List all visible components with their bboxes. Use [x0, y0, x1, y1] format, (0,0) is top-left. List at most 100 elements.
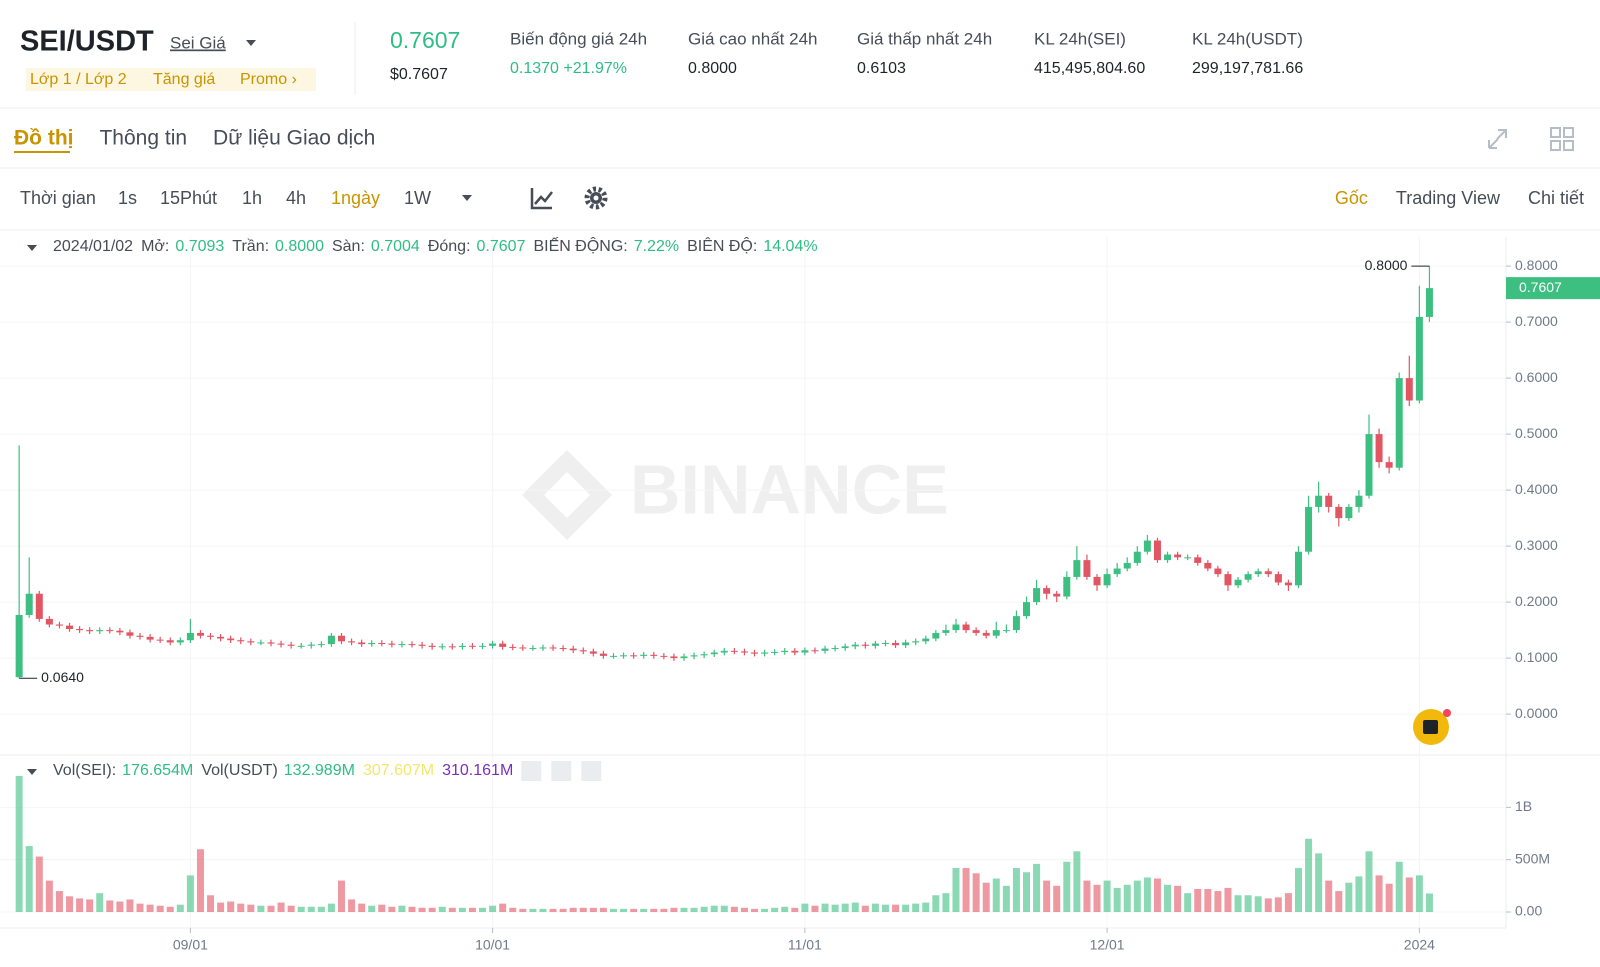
volume-bar	[1234, 895, 1242, 912]
interval[interactable]: 1s	[118, 188, 137, 208]
x-tick-label: 2024	[1404, 937, 1435, 953]
tag[interactable]: Tăng giá	[153, 71, 215, 88]
volume-bar	[811, 905, 819, 912]
panel-icons[interactable]	[1488, 127, 1574, 151]
candle-body	[791, 650, 799, 653]
candle-body	[388, 643, 396, 645]
candle-body	[15, 615, 23, 678]
candle-body	[398, 644, 406, 646]
volume-bar	[831, 904, 839, 912]
candle-body	[962, 624, 970, 631]
candle-body	[640, 654, 648, 656]
volume-bar	[740, 907, 748, 912]
volume-bar	[186, 875, 194, 912]
volume-bar	[277, 902, 285, 912]
volume-bar	[559, 908, 567, 912]
legend-toggle[interactable]	[27, 769, 37, 775]
volume-bar	[337, 880, 345, 912]
candle-body	[166, 640, 174, 643]
legend-value: 0.7093	[175, 238, 224, 255]
volume-bar	[761, 908, 769, 912]
tag[interactable]: Lớp 1 / Lớp 2	[30, 71, 127, 88]
candle-body	[1224, 574, 1232, 586]
candle-body	[751, 652, 759, 654]
volume-bar	[1385, 883, 1393, 912]
candle-body	[307, 644, 315, 646]
legend-value: 0.8000	[275, 238, 324, 255]
vol-gear-button[interactable]	[551, 761, 572, 781]
vol-ma-value: 307.607M	[363, 762, 434, 779]
view-option[interactable]: Trading View	[1396, 188, 1501, 208]
volume-bar	[1375, 875, 1383, 912]
candle-body	[96, 630, 104, 632]
candle-body	[801, 650, 809, 653]
vol-ma-value: 310.161M	[442, 762, 513, 779]
volume-bar	[237, 903, 245, 912]
volume-bar	[801, 903, 809, 912]
candle-body	[1325, 495, 1333, 507]
interval[interactable]: 1ngày	[331, 188, 380, 208]
candle-body	[1355, 495, 1363, 507]
candle-body	[1254, 571, 1262, 575]
indicator-icon[interactable]	[530, 188, 553, 210]
tab[interactable]: Dữ liệu Giao dịch	[213, 127, 375, 150]
stat-value: 299,197,781.66	[1192, 60, 1303, 77]
volume-bar	[1345, 882, 1353, 912]
interval[interactable]: 1W	[404, 188, 431, 208]
chat-button[interactable]	[1413, 709, 1451, 745]
legend-label: Mở:	[141, 238, 169, 255]
volume-bar	[307, 906, 315, 912]
candle-body	[609, 655, 617, 657]
volume-bar	[952, 868, 960, 912]
candle-body	[740, 651, 748, 653]
legend-date: 2024/01/02	[53, 238, 133, 255]
more-intervals[interactable]	[462, 195, 472, 201]
volume-bar	[25, 846, 33, 912]
interval[interactable]: 4h	[286, 188, 306, 208]
y-tick-label: 0.1000	[1515, 649, 1558, 665]
candle-body	[1415, 316, 1423, 401]
last-price: 0.7607	[390, 27, 460, 53]
coin-link[interactable]: Sei Giá	[170, 33, 226, 52]
candle-body	[871, 643, 879, 646]
view-option[interactable]: Chi tiết	[1528, 188, 1584, 208]
volume-bar	[247, 904, 255, 912]
legend-toggle[interactable]	[27, 245, 37, 251]
volume-bar	[55, 891, 63, 912]
vol-close-button[interactable]	[581, 761, 602, 781]
candle-body	[952, 624, 960, 631]
interval[interactable]: 1h	[242, 188, 262, 208]
candle-body	[66, 625, 74, 629]
legend-value: 0.7004	[371, 238, 420, 255]
candle-body	[76, 629, 84, 631]
candle-body	[1204, 562, 1212, 569]
stat-value: 415,495,804.60	[1034, 60, 1145, 77]
volume-bar	[972, 873, 980, 912]
interval[interactable]: 15Phút	[160, 188, 217, 208]
candle-body	[35, 593, 43, 619]
y-tick-label: 0.4000	[1515, 481, 1558, 497]
candle-body	[418, 644, 426, 646]
vol-eye-button[interactable]	[521, 761, 542, 781]
candle-body	[1305, 506, 1313, 552]
tag[interactable]: Promo ›	[240, 71, 297, 88]
volume-bar	[1244, 895, 1252, 912]
settings-icon[interactable]	[584, 186, 608, 210]
volume-bar	[700, 906, 708, 912]
candle-body	[247, 641, 255, 643]
tab[interactable]: Thông tin	[99, 127, 187, 150]
volume-bar	[287, 905, 295, 912]
volume-bar	[650, 908, 658, 912]
dropdown-icon[interactable]	[246, 40, 256, 46]
candle-body	[196, 632, 204, 636]
volume-bar	[257, 905, 265, 912]
candle-body	[1405, 378, 1413, 401]
candle-body	[257, 642, 265, 644]
tab[interactable]: Đồ thị	[14, 127, 73, 150]
view-option[interactable]: Gốc	[1335, 188, 1368, 208]
volume-bar	[942, 893, 950, 912]
candle-body	[408, 644, 416, 646]
volume-bar	[902, 904, 910, 912]
volume-bar	[881, 904, 889, 912]
candle-body	[700, 654, 708, 656]
